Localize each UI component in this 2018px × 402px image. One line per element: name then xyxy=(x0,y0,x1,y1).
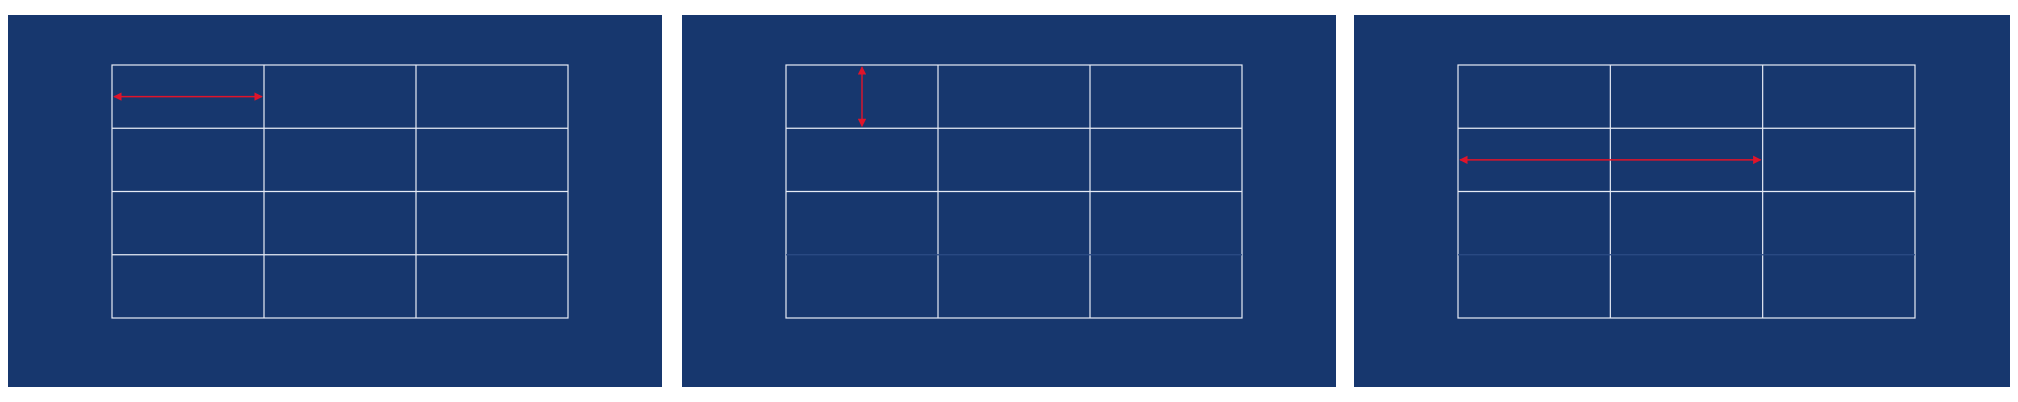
grid-table xyxy=(1457,64,1916,319)
panel-background xyxy=(682,15,1336,387)
panel-1 xyxy=(8,15,662,387)
panel-3 xyxy=(1354,15,2010,387)
panel-background xyxy=(8,15,662,387)
panel-background xyxy=(1354,15,2010,387)
panel-2 xyxy=(682,15,1336,387)
grid-table xyxy=(785,64,1243,319)
grid-table xyxy=(111,64,569,319)
